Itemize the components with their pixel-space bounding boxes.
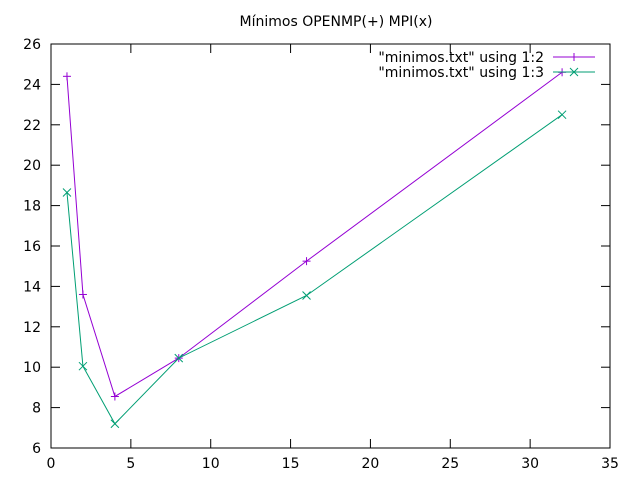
x-tick-label: 10 <box>202 456 220 472</box>
marker-stroke <box>110 419 120 429</box>
legend-marker <box>570 53 578 61</box>
series-layer <box>62 68 567 429</box>
data-point <box>302 291 311 300</box>
y-tick-label: 10 <box>23 360 41 376</box>
y-tick-label: 14 <box>23 279 41 295</box>
legend-label: "minimos.txt" using 1:3 <box>378 65 544 81</box>
y-tick-label: 26 <box>23 37 41 53</box>
legend: "minimos.txt" using 1:2"minimos.txt" usi… <box>378 50 595 81</box>
marker-stroke <box>302 291 311 300</box>
marker-stroke <box>557 110 567 120</box>
series-1 <box>62 68 567 401</box>
x-tick-label: 20 <box>362 456 380 472</box>
x-tick-label: 35 <box>601 456 619 472</box>
x-tick-label: 5 <box>126 456 135 472</box>
y-tick-label: 18 <box>23 199 41 215</box>
x-tick-label: 30 <box>521 456 539 472</box>
y-tick-label: 6 <box>32 441 41 457</box>
data-point <box>62 188 72 197</box>
x-tick-label: 0 <box>47 456 56 472</box>
marker-stroke <box>62 188 72 197</box>
data-point <box>78 361 88 371</box>
data-point <box>174 353 184 363</box>
y-tick-label: 24 <box>23 77 41 93</box>
plot-border <box>50 43 611 449</box>
y-tick-label: 8 <box>32 401 41 417</box>
y-tick-label: 20 <box>23 158 41 174</box>
series-line <box>66 114 563 425</box>
data-point <box>557 110 567 120</box>
data-point <box>62 72 71 81</box>
data-point <box>110 419 120 429</box>
axes: 0 5 10 15 20 25 30 35 6 8 10 12 14 16 18 20 22 24 26 <box>23 37 619 472</box>
y-tick-label: 12 <box>23 320 41 336</box>
data-point <box>78 290 87 299</box>
legend-label: "minimos.txt" using 1:2 <box>378 50 544 66</box>
y-tick-label: 22 <box>23 118 41 134</box>
series-2 <box>62 110 567 429</box>
x-tick-label: 15 <box>282 456 300 472</box>
marker-stroke <box>569 67 579 77</box>
x-tick-label: 25 <box>441 456 459 472</box>
y-tick-label: 16 <box>23 239 41 255</box>
series-line <box>66 71 563 398</box>
marker-stroke <box>78 361 88 371</box>
chart-title: Mínimos OPENMP(+) MPI(x) <box>240 14 433 30</box>
data-point <box>302 257 311 266</box>
data-point <box>110 392 119 401</box>
legend-marker <box>569 67 579 77</box>
marker-stroke <box>174 353 184 363</box>
